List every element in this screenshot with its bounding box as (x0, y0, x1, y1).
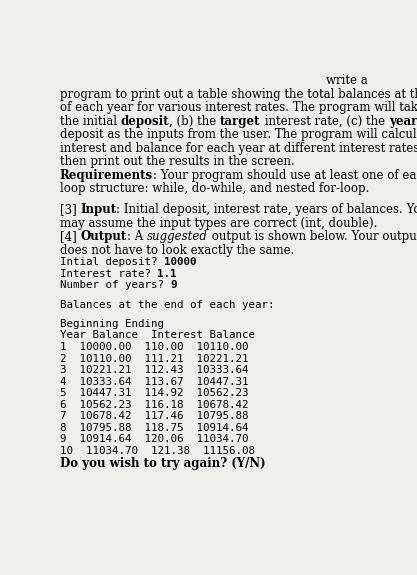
Text: deposit: deposit (121, 115, 169, 128)
Text: 4  10333.64  113.67  10447.31: 4 10333.64 113.67 10447.31 (60, 377, 249, 386)
Text: Intial deposit?: Intial deposit? (60, 257, 164, 267)
Text: 2  10110.00  111.21  10221.21: 2 10110.00 111.21 10221.21 (60, 354, 249, 363)
Text: Interest rate?: Interest rate? (60, 269, 157, 279)
Text: then print out the results in the screen.: then print out the results in the screen… (60, 155, 295, 168)
Text: : Initial deposit, interest rate, years of balances. You: : Initial deposit, interest rate, years … (116, 204, 417, 216)
Text: years: years (389, 115, 417, 128)
Text: 5  10447.31  114.92  10562.23: 5 10447.31 114.92 10562.23 (60, 388, 249, 398)
Text: program to print out a table showing the total balances at the end: program to print out a table showing the… (60, 88, 417, 101)
Text: 1.1: 1.1 (157, 269, 177, 279)
Text: , (b) the: , (b) the (169, 115, 220, 128)
Text: 9: 9 (171, 281, 177, 290)
Text: : Your program should use at least one of each: : Your program should use at least one o… (153, 168, 417, 182)
Text: [4]: [4] (60, 231, 80, 243)
Text: may assume the input types are correct (int, double).: may assume the input types are correct (… (60, 217, 377, 230)
Text: 7  10678.42  117.46  10795.88: 7 10678.42 117.46 10795.88 (60, 411, 249, 421)
Text: 10000: 10000 (164, 257, 196, 267)
Text: Number of years?: Number of years? (60, 281, 171, 290)
Text: 3  10221.21  112.43  10333.64: 3 10221.21 112.43 10333.64 (60, 365, 249, 375)
Text: interest rate, (c) the: interest rate, (c) the (261, 115, 389, 128)
Text: [3]: [3] (60, 204, 80, 216)
Text: Output: Output (80, 231, 127, 243)
Text: loop structure: while, do-while, and nested for-loop.: loop structure: while, do-while, and nes… (60, 182, 369, 195)
Text: write a: write a (326, 74, 367, 87)
Text: interest and balance for each year at different interest rates and: interest and balance for each year at di… (60, 142, 417, 155)
Text: Year Balance  Interest Balance: Year Balance Interest Balance (60, 331, 255, 340)
Text: 8  10795.88  118.75  10914.64: 8 10795.88 118.75 10914.64 (60, 423, 249, 433)
Text: does not have to look exactly the same.: does not have to look exactly the same. (60, 244, 294, 257)
Text: Input: Input (80, 204, 116, 216)
Text: Do you wish to try again? (Y/N): Do you wish to try again? (Y/N) (60, 458, 266, 470)
Text: of each year for various interest rates. The program will take (a): of each year for various interest rates.… (60, 101, 417, 114)
Text: : A: : A (127, 231, 147, 243)
Text: output is shown below. Your output: output is shown below. Your output (208, 231, 417, 243)
Text: Beginning Ending: Beginning Ending (60, 319, 164, 329)
Text: Balances at the end of each year:: Balances at the end of each year: (60, 300, 274, 309)
Text: the initial: the initial (60, 115, 121, 128)
Text: deposit as the inputs from the user. The program will calculate: deposit as the inputs from the user. The… (60, 128, 417, 141)
Text: Requirements: Requirements (60, 168, 153, 182)
Text: 9  10914.64  120.06  11034.70: 9 10914.64 120.06 11034.70 (60, 434, 249, 444)
Text: 1  10000.00  110.00  10110.00: 1 10000.00 110.00 10110.00 (60, 342, 249, 352)
Text: 6  10562.23  116.18  10678.42: 6 10562.23 116.18 10678.42 (60, 400, 249, 410)
Text: suggested: suggested (147, 231, 208, 243)
Text: target: target (220, 115, 261, 128)
Text: 10  11034.70  121.38  11156.08: 10 11034.70 121.38 11156.08 (60, 446, 255, 456)
